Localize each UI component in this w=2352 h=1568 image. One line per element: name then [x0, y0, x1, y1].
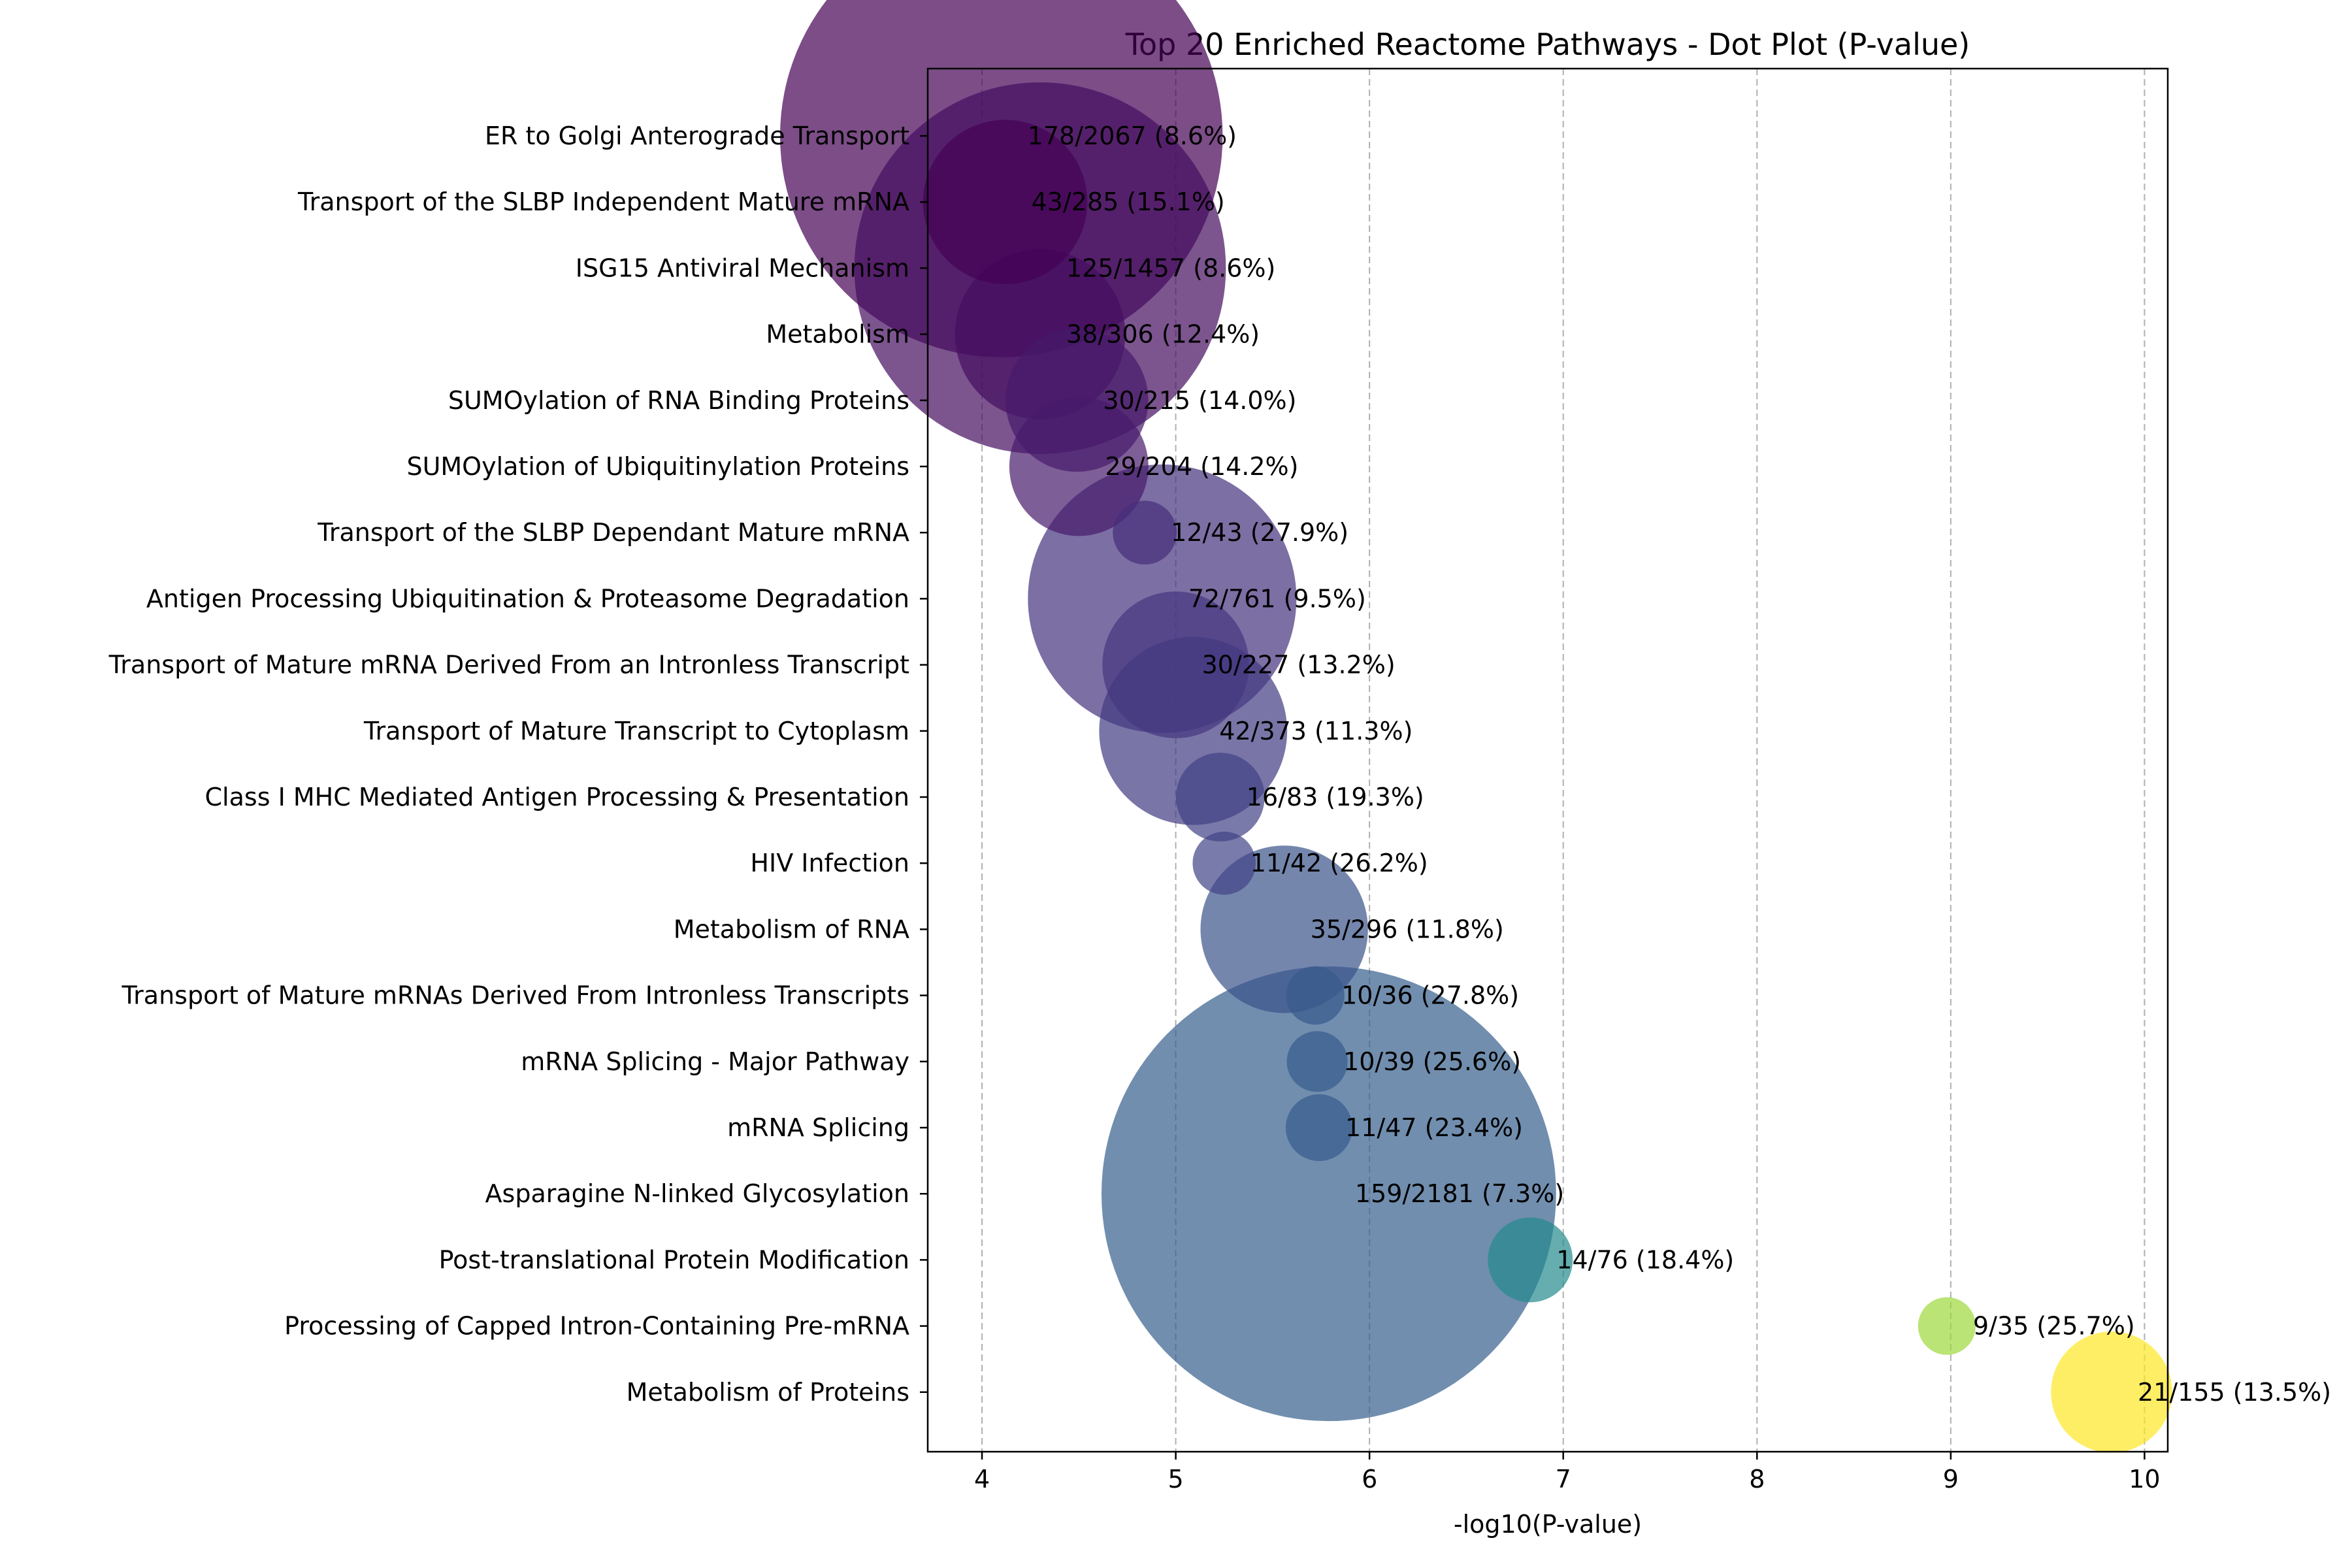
y-tick-label: SUMOylation of RNA Binding Proteins: [448, 386, 909, 415]
data-label: 10/39 (25.6%): [1343, 1047, 1521, 1076]
y-tick-label: Transport of Mature mRNAs Derived From I…: [122, 981, 909, 1010]
data-point: [1101, 966, 1556, 1422]
data-label: 29/204 (14.2%): [1105, 452, 1298, 481]
data-point: [1286, 966, 1345, 1025]
data-label: 16/83 (19.3%): [1247, 783, 1424, 811]
data-label: 72/761 (9.5%): [1188, 584, 1366, 613]
data-label: 11/42 (26.2%): [1250, 849, 1428, 877]
y-tick-label: Asparagine N-linked Glycosylation: [485, 1179, 909, 1208]
data-label: 11/47 (23.4%): [1345, 1113, 1523, 1142]
data-points: [780, 0, 2172, 1453]
data-label: 159/2181 (7.3%): [1355, 1179, 1564, 1208]
data-point: [1192, 831, 1256, 895]
y-tick-label: Metabolism of Proteins: [627, 1378, 909, 1407]
x-tick-label: 10: [2129, 1465, 2160, 1494]
data-label: 35/296 (11.8%): [1311, 915, 1504, 943]
y-tick-label: Post-translational Protein Modification: [439, 1245, 909, 1274]
x-tick-label: 8: [1749, 1465, 1765, 1494]
data-point: [923, 120, 1088, 284]
y-tick-label: SUMOylation of Ubiquitinylation Proteins: [406, 452, 909, 481]
data-point: [1488, 1217, 1573, 1303]
data-label: 42/373 (11.3%): [1219, 717, 1413, 745]
data-label: 14/76 (18.4%): [1556, 1245, 1734, 1274]
data-point: [1113, 500, 1177, 565]
x-tick-label: 6: [1362, 1465, 1377, 1494]
y-tick-label: ER to Golgi Anterograde Transport: [485, 122, 909, 150]
data-label: 38/306 (12.4%): [1066, 320, 1260, 349]
y-tick-label: Antigen Processing Ubiquitination & Prot…: [146, 584, 909, 613]
data-point: [1175, 753, 1265, 841]
x-tick-label: 4: [974, 1465, 990, 1494]
x-tick-label: 5: [1168, 1465, 1184, 1494]
chart-title: Top 20 Enriched Reactome Pathways - Dot …: [1125, 27, 1970, 62]
data-label: 43/285 (15.1%): [1032, 188, 1225, 216]
x-axis-label: -log10(P-value): [1454, 1510, 1642, 1539]
data-label: 125/1457 (8.6%): [1066, 253, 1275, 282]
data-point: [1286, 1031, 1348, 1092]
y-tick-label: ISG15 Antiviral Mechanism: [576, 253, 909, 282]
y-tick-label: Transport of the SLBP Independent Mature…: [297, 188, 909, 216]
data-point: [1285, 1094, 1353, 1162]
data-point: [1102, 591, 1249, 738]
y-tick-label: Class I MHC Mediated Antigen Processing …: [205, 783, 909, 811]
y-tick-label: HIV Infection: [750, 849, 909, 877]
data-label: 10/36 (27.8%): [1341, 981, 1519, 1010]
axes: 4 5 6 7 8 9 10 ER to Golgi Anterograde Transpor…: [108, 67, 2169, 1494]
data-point: [1009, 397, 1149, 536]
x-tick-label: 9: [1943, 1465, 1959, 1494]
y-tick-label: mRNA Splicing - Major Pathway: [521, 1047, 909, 1076]
plot-frame: [926, 67, 2169, 1453]
y-tick-label: Transport of the SLBP Dependant Mature m…: [317, 518, 909, 547]
y-tick-label: mRNA Splicing: [727, 1113, 909, 1142]
y-tick-label: Processing of Capped Intron-Containing P…: [284, 1312, 909, 1341]
y-tick-label: Transport of Mature Transcript to Cytopl…: [363, 717, 909, 745]
data-label: 30/227 (13.2%): [1202, 651, 1396, 679]
data-label: 12/43 (27.9%): [1171, 518, 1348, 547]
data-label: 30/215 (14.0%): [1103, 386, 1296, 415]
x-tick-label: 7: [1556, 1465, 1571, 1494]
data-label: 178/2067 (8.6%): [1028, 122, 1237, 150]
data-label: 9/35 (25.7%): [1973, 1312, 2135, 1341]
y-tick-label: Transport of Mature mRNA Derived From an…: [108, 651, 909, 679]
y-tick-label: Metabolism: [766, 320, 909, 349]
data-labels: 178/2067 (8.6%) 43/285 (15.1%) 125/1457 (8…: [1028, 122, 2331, 1407]
data-point: [1918, 1297, 1976, 1355]
data-label: 21/155 (13.5%): [2138, 1378, 2331, 1407]
y-tick-label: Metabolism of RNA: [674, 915, 909, 943]
data-point: [2051, 1331, 2172, 1453]
